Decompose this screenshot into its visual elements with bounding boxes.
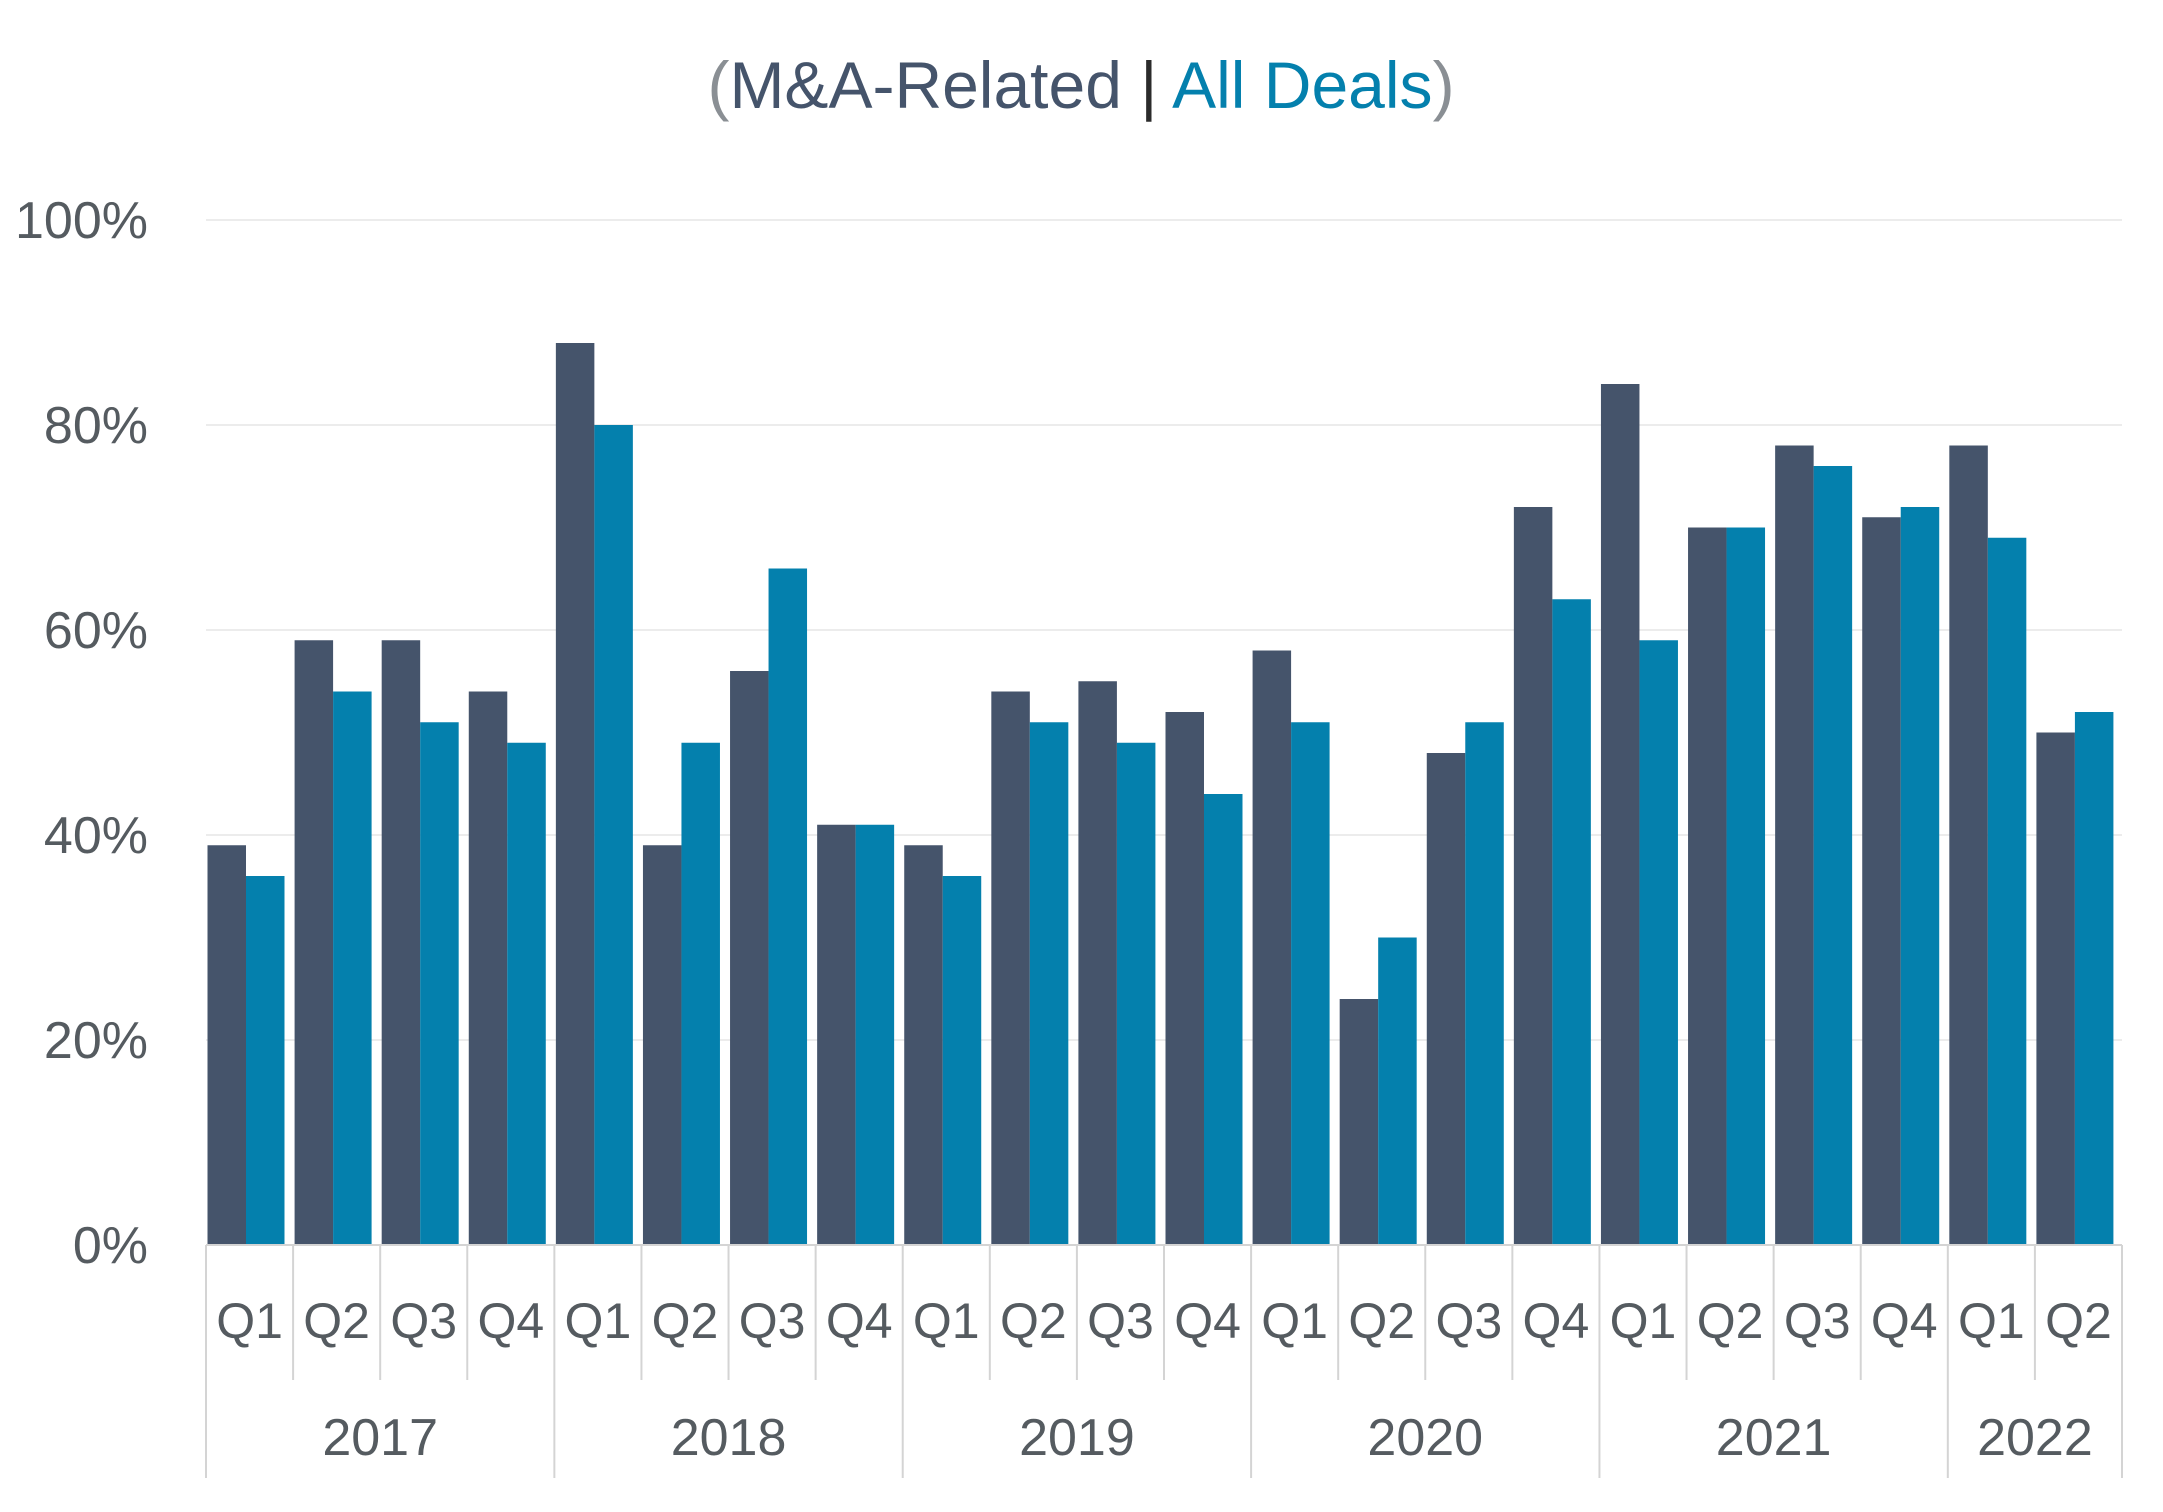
bar: M&A-Related Q1: 39% xyxy=(207,845,246,1245)
x-tick-label: Q4 xyxy=(1523,1293,1590,1349)
title-open-paren: ( xyxy=(707,48,729,122)
y-tick-label: 40% xyxy=(44,807,148,865)
y-tick-label: 80% xyxy=(44,397,148,455)
bar: All Deals Q1: 51% xyxy=(1291,722,1330,1245)
x-tick-label: Q3 xyxy=(739,1293,806,1349)
bar: All Deals Q4: 49% xyxy=(507,742,546,1245)
bar: All Deals Q4: 44% xyxy=(1204,794,1243,1245)
x-tick-label: Q3 xyxy=(1784,1293,1851,1349)
bar: M&A-Related Q3: 78% xyxy=(1775,445,1814,1245)
bar: All Deals Q1: 36% xyxy=(246,876,285,1245)
bar: All Deals Q1: 59% xyxy=(1639,640,1678,1245)
x-tick-label: Q2 xyxy=(1697,1293,1764,1349)
y-tick-label: 100% xyxy=(15,192,148,250)
bar: All Deals Q2: 30% xyxy=(1378,937,1417,1245)
legend-all-deals: All Deals xyxy=(1172,48,1432,122)
title-separator: | xyxy=(1122,48,1172,122)
x-tick-label: Q2 xyxy=(652,1293,719,1349)
bar: All Deals Q1: 80% xyxy=(594,425,633,1245)
year-label: 2019 xyxy=(1019,1409,1135,1467)
bar: M&A-Related Q4: 52% xyxy=(1165,712,1204,1245)
x-tick-label: Q3 xyxy=(1435,1293,1502,1349)
bar: All Deals Q2: 54% xyxy=(333,691,372,1245)
x-tick-label: Q3 xyxy=(390,1293,457,1349)
bar: M&A-Related Q1: 58% xyxy=(1252,650,1292,1245)
year-label: 2022 xyxy=(1977,1409,2093,1467)
bar: All Deals Q1: 69% xyxy=(1987,537,2027,1245)
year-label: 2021 xyxy=(1716,1409,1832,1467)
y-tick-label: 60% xyxy=(44,602,148,660)
y-tick-label: 0% xyxy=(73,1217,148,1275)
bar: All Deals Q2: 70% xyxy=(1726,527,1766,1245)
year-label: 2018 xyxy=(671,1409,787,1467)
bar: M&A-Related Q1: 78% xyxy=(1949,445,1988,1245)
x-tick-label: Q1 xyxy=(1610,1293,1677,1349)
bar: M&A-Related Q1: 84% xyxy=(1600,384,1640,1245)
bar: M&A-Related Q2: 50% xyxy=(2036,732,2075,1245)
bar: M&A-Related Q4: 54% xyxy=(468,691,508,1245)
bar: M&A-Related Q3: 55% xyxy=(1078,681,1117,1245)
bar: M&A-Related Q2: 24% xyxy=(1339,999,1379,1245)
chart-title: (M&A-Related | All Deals) xyxy=(707,48,1454,122)
y-tick-label: 20% xyxy=(44,1012,148,1070)
year-label: 2020 xyxy=(1367,1409,1483,1467)
year-label: 2017 xyxy=(322,1409,438,1467)
bar: All Deals Q3: 51% xyxy=(420,722,459,1245)
bar: M&A-Related Q3: 56% xyxy=(730,671,769,1245)
bar: M&A-Related Q4: 41% xyxy=(817,824,856,1245)
x-tick-label: Q1 xyxy=(1261,1293,1328,1349)
bar: All Deals Q3: 66% xyxy=(768,568,808,1245)
x-tick-label: Q2 xyxy=(1000,1293,1067,1349)
x-tick-label: Q1 xyxy=(913,1293,980,1349)
title-close-paren: ) xyxy=(1433,48,1455,122)
x-tick-label: Q2 xyxy=(2045,1293,2112,1349)
bar: M&A-Related Q2: 59% xyxy=(294,640,334,1245)
bars: M&A-Related Q1: 39%All Deals Q1: 36%M&A-… xyxy=(207,343,2114,1245)
bar: All Deals Q2: 49% xyxy=(681,742,720,1245)
bar: M&A-Related Q4: 72% xyxy=(1513,507,1553,1245)
bar: All Deals Q3: 49% xyxy=(1116,742,1156,1245)
bar: M&A-Related Q3: 48% xyxy=(1426,753,1466,1245)
x-tick-label: Q1 xyxy=(565,1293,632,1349)
y-axis: 0% 20% 40% 60% 80% 100% xyxy=(15,192,148,1275)
bar: M&A-Related Q2: 54% xyxy=(991,691,1030,1245)
bar: All Deals Q4: 41% xyxy=(855,824,895,1245)
bar: M&A-Related Q4: 71% xyxy=(1862,517,1901,1245)
x-tick-label: Q4 xyxy=(477,1293,544,1349)
x-tick-label: Q2 xyxy=(303,1293,370,1349)
bar: All Deals Q4: 72% xyxy=(1900,507,1940,1245)
bar: All Deals Q2: 51% xyxy=(1029,722,1069,1245)
bar: All Deals Q4: 63% xyxy=(1552,599,1591,1245)
bar: All Deals Q1: 36% xyxy=(942,876,982,1245)
x-axis: Q1 Q2 Q3 Q4 Q1 Q2 Q3 Q4 Q1 Q2 Q3 Q4 Q1 Q2 Q3 Q4 Q1 Q2 Q3 Q4… xyxy=(205,1244,2123,1478)
x-tick-label: Q2 xyxy=(1348,1293,1415,1349)
bar: M&A-Related Q1: 39% xyxy=(904,845,943,1245)
x-tick-label: Q3 xyxy=(1087,1293,1154,1349)
x-tick-label: Q1 xyxy=(216,1293,283,1349)
bar: M&A-Related Q2: 70% xyxy=(1688,527,1727,1245)
x-tick-label: Q4 xyxy=(1871,1293,1938,1349)
x-tick-label: Q1 xyxy=(1958,1293,2025,1349)
legend-ma-related: M&A-Related xyxy=(729,48,1122,122)
bar: M&A-Related Q3: 59% xyxy=(381,640,421,1245)
x-tick-label: Q4 xyxy=(1174,1293,1241,1349)
x-tick-label: Q4 xyxy=(826,1293,893,1349)
bar: All Deals Q2: 52% xyxy=(2074,712,2114,1245)
bar: All Deals Q3: 76% xyxy=(1813,466,1853,1245)
bar: M&A-Related Q2: 39% xyxy=(642,845,682,1245)
bar: All Deals Q3: 51% xyxy=(1465,722,1504,1245)
bar: M&A-Related Q1: 88% xyxy=(555,343,595,1245)
